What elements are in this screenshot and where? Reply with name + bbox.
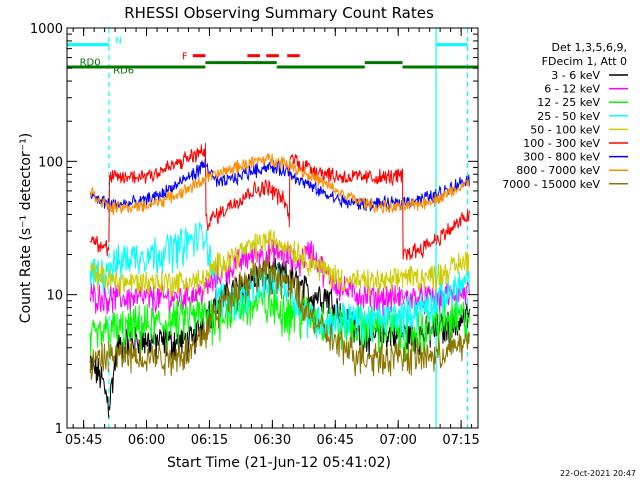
legend-label: 12 - 25 keV xyxy=(537,96,600,109)
series-line-segment xyxy=(204,254,290,349)
series-line-segment xyxy=(108,297,206,353)
legend-label: 3 - 6 keV xyxy=(551,69,600,82)
series-line-segment xyxy=(402,265,437,292)
series-25-50-kev xyxy=(89,222,470,345)
x-tick-label: 06:15 xyxy=(191,433,228,448)
series-line-segment xyxy=(288,158,403,215)
series-line-segment xyxy=(435,179,470,205)
series-layer xyxy=(89,143,470,419)
x-tick-label: 07:00 xyxy=(379,433,416,448)
y-axis-label: Count Rate (s⁻¹ detector⁻¹) xyxy=(18,133,34,323)
decimation-label: RD0 xyxy=(80,58,101,69)
series-line-segment xyxy=(89,315,110,356)
series-line-segment xyxy=(435,209,470,247)
y-tick-label: 1 xyxy=(55,422,63,437)
series-line-segment xyxy=(288,240,403,297)
series-line-segment xyxy=(89,342,110,380)
series-line-segment xyxy=(89,262,110,291)
series-line-segment xyxy=(402,290,437,342)
axes-layer: 05:45 06:00 06:15 06:30 06:45 07:00 07:15 1 10 10… xyxy=(30,22,480,448)
series-line-segment xyxy=(108,222,206,283)
series-line-segment xyxy=(108,144,206,243)
series-line-segment xyxy=(435,268,470,317)
series-line-segment xyxy=(205,160,290,187)
x-tick-label: 06:30 xyxy=(254,433,291,448)
legend-label: 7000 - 15000 keV xyxy=(502,178,600,191)
series-line-segment xyxy=(435,301,470,356)
y-tick-label: 1000 xyxy=(30,22,63,37)
timestamp-footer: 22-Oct-2021 20:47 xyxy=(560,469,636,478)
series-6-12-kev xyxy=(89,238,470,318)
series-line-segment xyxy=(89,187,110,212)
night-label: N xyxy=(115,37,122,47)
series-line-segment xyxy=(204,143,290,231)
legend-label: 100 - 300 keV xyxy=(523,137,600,150)
legend: Det 1,3,5,6,9,FDecim 1, Att 03 - 6 keV6 … xyxy=(502,41,628,191)
legend-label: 6 - 12 keV xyxy=(544,83,600,96)
series-line-segment xyxy=(89,235,110,257)
y-tick-label: 100 xyxy=(38,155,63,170)
flare-label: F xyxy=(182,52,188,63)
series-line-segment xyxy=(204,229,290,284)
series-line-segment xyxy=(204,238,290,295)
legend-label: 800 - 7000 keV xyxy=(516,164,600,177)
x-tick-label: 06:00 xyxy=(128,433,165,448)
series-line-segment xyxy=(289,269,403,377)
series-line-segment xyxy=(89,282,110,315)
series-line-segment xyxy=(108,176,206,216)
series-line-segment xyxy=(108,321,206,377)
series-line-segment xyxy=(108,158,206,210)
chart-title: RHESSI Observing Summary Count Rates xyxy=(124,4,434,22)
legend-label: 300 - 800 keV xyxy=(523,151,600,164)
series-line-segment xyxy=(108,268,206,298)
legend-label: 50 - 100 keV xyxy=(530,123,600,136)
series-line-segment xyxy=(89,192,110,210)
legend-header: FDecim 1, Att 0 xyxy=(542,55,627,68)
series-line-segment xyxy=(435,331,470,369)
series-line-segment xyxy=(402,193,437,211)
series-line-segment xyxy=(288,240,403,318)
legend-label: 25 - 50 keV xyxy=(537,110,600,123)
series-line-segment xyxy=(402,168,437,261)
series-line-segment xyxy=(435,251,470,290)
series-50-100-kev xyxy=(89,229,470,298)
series-line-segment xyxy=(288,153,403,228)
legend-header: Det 1,3,5,6,9, xyxy=(551,41,627,54)
series-800-7000-kev xyxy=(89,153,470,216)
series-7000-15000-kev xyxy=(89,254,470,380)
y-tick-label: 10 xyxy=(46,289,63,304)
series-100-300-kev xyxy=(89,143,470,261)
x-tick-label: 07:15 xyxy=(442,433,479,448)
series-line-segment xyxy=(288,280,403,345)
series-line-segment xyxy=(402,337,437,376)
x-tick-label: 06:45 xyxy=(317,433,354,448)
x-tick-label: 05:45 xyxy=(65,433,102,448)
series-line-segment xyxy=(108,282,206,318)
plot-decorations: N F RD0 RD6 xyxy=(67,28,478,428)
series-line-segment xyxy=(204,153,290,183)
x-axis-label: Start Time (21-Jun-12 05:41:02) xyxy=(167,455,391,471)
decimation-label: RD6 xyxy=(113,66,134,77)
